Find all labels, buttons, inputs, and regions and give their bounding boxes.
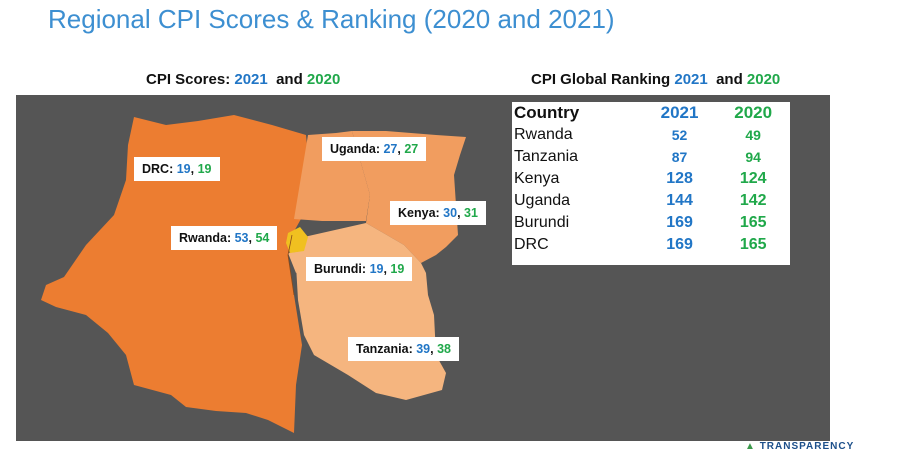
burundi-region bbox=[288, 251, 304, 273]
map-label-drc-country: DRC bbox=[142, 162, 170, 176]
map-label-drc-2020: 19 bbox=[197, 162, 212, 176]
map-label-kenya-2020: 31 bbox=[464, 206, 478, 220]
cpi-ranking-header-2020: 2020 bbox=[746, 71, 781, 88]
map-label-rwanda-2021: 53 bbox=[234, 231, 249, 245]
map-label-tanzania: Tanzania: 39, 38 bbox=[348, 337, 459, 361]
ranking-2020: 124 bbox=[739, 170, 767, 187]
drc-region bbox=[41, 115, 310, 433]
map-label-rwanda: Rwanda: 53, 54 bbox=[171, 226, 278, 250]
map-label-kenya-2021: 30 bbox=[443, 206, 458, 220]
ranking-2021: 144 bbox=[666, 192, 693, 209]
map-label-uganda-2021: 27 bbox=[383, 142, 398, 156]
cpi-scores-header-2021: 2021 bbox=[234, 71, 268, 88]
map-label-drc: DRC: 19, 19 bbox=[134, 157, 220, 181]
logo-text: TRANSPARENCY bbox=[759, 441, 855, 452]
kenya-region bbox=[352, 131, 466, 263]
map-label-rwanda-2020: 54 bbox=[255, 231, 270, 245]
ranking-country: DRC bbox=[514, 236, 549, 253]
ranking-header-2021: 2021 bbox=[660, 103, 699, 122]
ranking-country: Burundi bbox=[514, 214, 570, 231]
ranking-table: Country 2021 2020 Rwanda 52 49 Tanzania … bbox=[512, 102, 790, 265]
ranking-country: Uganda bbox=[514, 192, 571, 209]
ranking-2020: 165 bbox=[739, 236, 767, 253]
ranking-2020: 165 bbox=[739, 214, 767, 231]
map-label-drc-2021: 19 bbox=[176, 162, 191, 176]
cpi-ranking-header-prefix: CPI Global Ranking bbox=[531, 71, 675, 88]
table-row: Tanzania 87 94 bbox=[512, 146, 790, 168]
transparency-logo: ▲ TRANSPARENCY bbox=[745, 441, 854, 452]
cpi-ranking-header: CPI Global Ranking 2021 and 2020 bbox=[531, 71, 780, 88]
logo-icon: ▲ bbox=[745, 441, 756, 452]
table-row: DRC 169 165 bbox=[512, 234, 790, 256]
ranking-country: Rwanda bbox=[514, 126, 573, 143]
map-label-uganda: Uganda: 27, 27 bbox=[322, 137, 427, 161]
ranking-2021: 52 bbox=[671, 127, 688, 143]
map-label-tanzania-2021: 39 bbox=[416, 342, 431, 356]
ranking-2020: 49 bbox=[745, 127, 761, 143]
map-label-tanzania-2020: 38 bbox=[437, 342, 451, 356]
map-label-burundi-2021: 19 bbox=[369, 262, 384, 276]
cpi-scores-header-and: and bbox=[267, 71, 307, 88]
map-label-kenya: Kenya: 30, 31 bbox=[390, 201, 486, 225]
page-title: Regional CPI Scores & Ranking (2020 and … bbox=[48, 4, 615, 34]
ranking-2020: 94 bbox=[745, 149, 761, 165]
ranking-2021: 169 bbox=[666, 236, 693, 253]
map-label-burundi-country: Burundi bbox=[314, 262, 362, 276]
map-label-kenya-country: Kenya bbox=[398, 206, 436, 220]
ranking-country: Tanzania bbox=[514, 148, 579, 165]
table-row: Kenya 128 124 bbox=[512, 168, 790, 190]
cpi-scores-header: CPI Scores: 2021 and 2020 bbox=[146, 71, 340, 88]
ranking-2020: 142 bbox=[739, 192, 767, 209]
ranking-header-country: Country bbox=[514, 103, 580, 122]
ranking-header-2020: 2020 bbox=[734, 103, 773, 122]
cpi-scores-header-prefix: CPI Scores: bbox=[146, 71, 235, 88]
map-label-uganda-country: Uganda bbox=[330, 142, 376, 156]
map-label-uganda-2020: 27 bbox=[404, 142, 419, 156]
map-label-tanzania-country: Tanzania bbox=[356, 342, 409, 356]
cpi-ranking-header-2021: 2021 bbox=[674, 71, 708, 88]
cpi-scores-header-2020: 2020 bbox=[306, 71, 341, 88]
table-row: Burundi 169 165 bbox=[512, 212, 790, 234]
ranking-2021: 128 bbox=[666, 170, 693, 187]
map-label-burundi-2020: 19 bbox=[390, 262, 405, 276]
ranking-country: Kenya bbox=[514, 170, 560, 187]
rwanda-region bbox=[286, 227, 308, 253]
map-label-rwanda-country: Rwanda bbox=[179, 231, 227, 245]
cpi-ranking-header-and: and bbox=[707, 71, 747, 88]
lake-border bbox=[287, 234, 295, 296]
ranking-2021: 87 bbox=[671, 149, 688, 165]
ranking-header-row: Country 2021 2020 bbox=[512, 102, 790, 124]
map-label-burundi: Burundi: 19, 19 bbox=[306, 257, 413, 281]
table-row: Uganda 144 142 bbox=[512, 190, 790, 212]
table-row: Rwanda 52 49 bbox=[512, 124, 790, 146]
ranking-2021: 169 bbox=[666, 214, 693, 231]
